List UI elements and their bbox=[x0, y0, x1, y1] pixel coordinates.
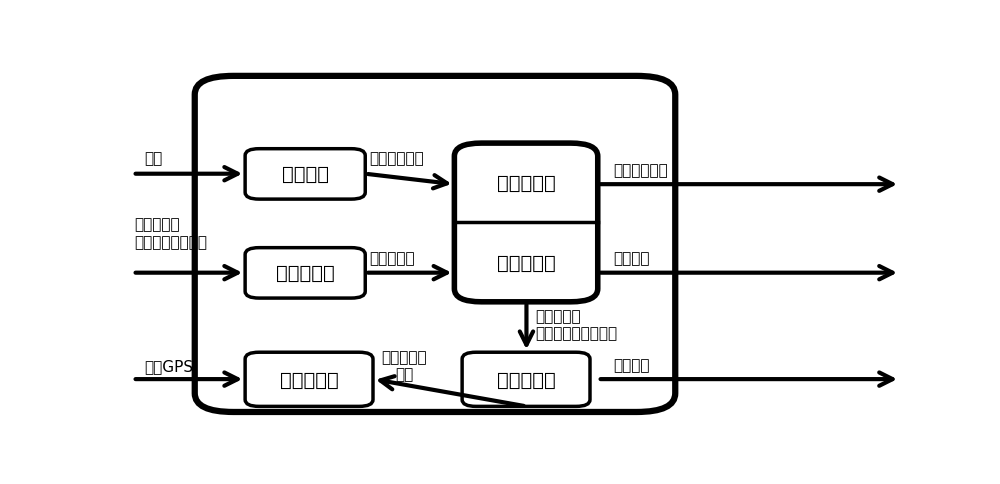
Text: 优化的位姿
点云: 优化的位姿 点云 bbox=[381, 349, 427, 382]
Text: 格式转换: 格式转换 bbox=[282, 165, 329, 184]
Text: 里程计信息: 里程计信息 bbox=[369, 250, 415, 265]
Text: 全局路径: 全局路径 bbox=[613, 250, 650, 265]
FancyBboxPatch shape bbox=[454, 144, 598, 302]
FancyBboxPatch shape bbox=[195, 76, 675, 412]
Text: 位姿初始值
去畸变的点云特征点: 位姿初始值 去畸变的点云特征点 bbox=[536, 308, 618, 341]
FancyBboxPatch shape bbox=[245, 352, 373, 407]
Text: 全局地图: 全局地图 bbox=[613, 357, 650, 372]
Text: 特征点提取: 特征点提取 bbox=[497, 174, 555, 193]
Text: 增量式建图: 增量式建图 bbox=[280, 370, 338, 389]
Text: 激光里程计: 激光里程计 bbox=[497, 370, 555, 389]
FancyBboxPatch shape bbox=[245, 150, 365, 200]
FancyBboxPatch shape bbox=[245, 248, 365, 299]
Text: 可选GPS: 可选GPS bbox=[144, 358, 194, 373]
Text: 高频位姿输出: 高频位姿输出 bbox=[613, 163, 668, 177]
FancyBboxPatch shape bbox=[462, 352, 590, 407]
Text: 轮式里程计: 轮式里程计 bbox=[276, 264, 335, 283]
Text: 轮边编码器
方向盘转角传感器: 轮边编码器 方向盘转角传感器 bbox=[134, 217, 207, 249]
Text: 激光扫描序列: 激光扫描序列 bbox=[369, 151, 424, 166]
Text: 点云去畸变: 点云去畸变 bbox=[497, 253, 555, 272]
Text: 点云: 点云 bbox=[144, 151, 163, 166]
